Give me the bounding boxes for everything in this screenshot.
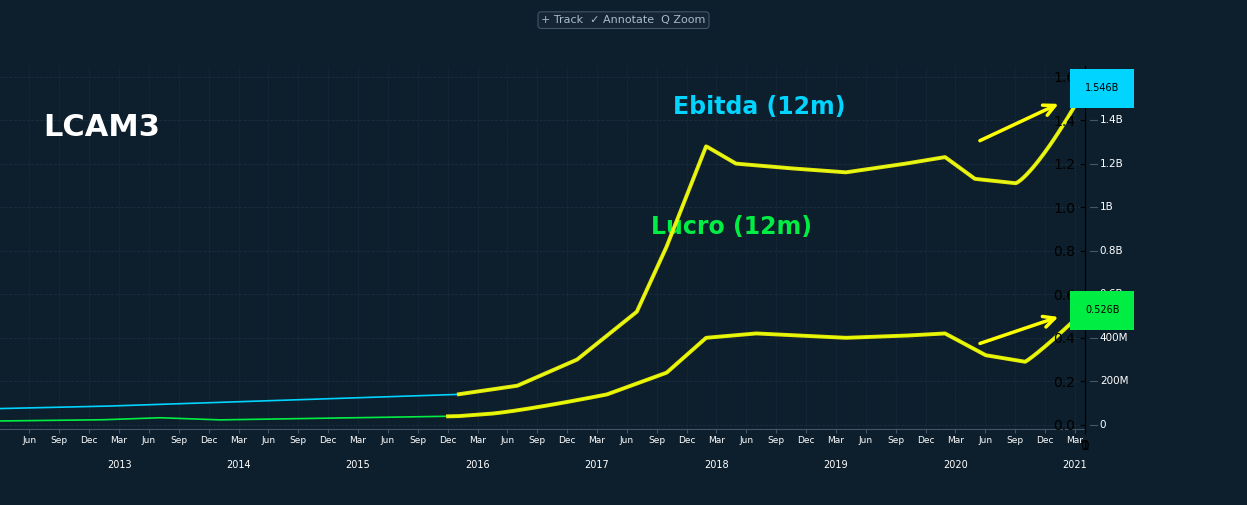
Text: 2013: 2013 bbox=[107, 460, 131, 470]
Text: 0.6B: 0.6B bbox=[1100, 289, 1124, 299]
Text: 1.2B: 1.2B bbox=[1100, 159, 1124, 169]
Text: 0.526B: 0.526B bbox=[1085, 306, 1120, 315]
Text: 0.8B: 0.8B bbox=[1100, 246, 1124, 256]
Text: 2018: 2018 bbox=[705, 460, 728, 470]
Text: Lucro (12m): Lucro (12m) bbox=[651, 215, 812, 239]
Text: 200M: 200M bbox=[1100, 376, 1129, 386]
Text: LCAM3: LCAM3 bbox=[44, 113, 161, 142]
Text: 2021: 2021 bbox=[1062, 460, 1087, 470]
Text: 2016: 2016 bbox=[465, 460, 490, 470]
Text: 2015: 2015 bbox=[345, 460, 370, 470]
Text: 0: 0 bbox=[1100, 420, 1106, 430]
Text: 2017: 2017 bbox=[585, 460, 610, 470]
Text: 1.546B: 1.546B bbox=[1085, 83, 1120, 93]
Text: Ebitda (12m): Ebitda (12m) bbox=[672, 95, 845, 119]
Text: 2014: 2014 bbox=[226, 460, 251, 470]
Text: 2020: 2020 bbox=[943, 460, 968, 470]
Text: + Track  ✓ Annotate  Q Zoom: + Track ✓ Annotate Q Zoom bbox=[541, 15, 706, 25]
Text: 2019: 2019 bbox=[824, 460, 848, 470]
Text: 400M: 400M bbox=[1100, 333, 1129, 343]
Text: 1B: 1B bbox=[1100, 202, 1114, 212]
Text: 1.4B: 1.4B bbox=[1100, 115, 1124, 125]
Text: 1.6B: 1.6B bbox=[1100, 72, 1124, 81]
